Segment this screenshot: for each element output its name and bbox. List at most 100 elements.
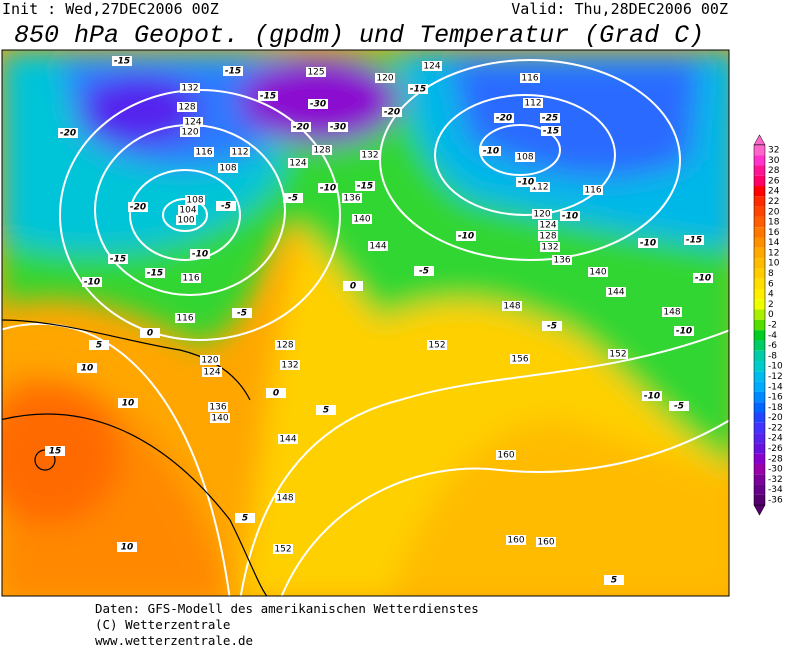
colorbar-swatch bbox=[754, 237, 765, 248]
geopotential-label: 120 bbox=[181, 128, 198, 138]
temperature-label: -10 bbox=[695, 274, 711, 284]
label-box bbox=[108, 254, 128, 264]
label-box bbox=[408, 84, 428, 94]
label-box bbox=[536, 537, 556, 547]
label-box bbox=[642, 391, 662, 401]
label-box bbox=[494, 113, 514, 123]
temperature-label: -10 bbox=[192, 250, 208, 260]
temperature-label: -30 bbox=[310, 100, 326, 110]
temperature-label: -10 bbox=[84, 278, 100, 288]
temperature-label: 10 bbox=[81, 364, 94, 374]
colorbar-frame bbox=[753, 144, 766, 506]
colorbar-tick-label: 28 bbox=[768, 166, 780, 176]
label-box bbox=[235, 513, 255, 523]
label-box bbox=[45, 446, 65, 456]
temperature-label: 0 bbox=[350, 282, 356, 292]
colorbar-tick-label: 10 bbox=[768, 259, 780, 269]
label-box bbox=[230, 147, 250, 157]
colorbar: 32302826242220181614121086420-2-4-6-8-10… bbox=[753, 134, 783, 516]
geopotential-label: 132 bbox=[181, 84, 198, 94]
geopotential-label: 136 bbox=[343, 194, 360, 204]
label-box bbox=[608, 349, 628, 359]
label-box bbox=[275, 493, 295, 503]
temperature-label: -10 bbox=[458, 232, 474, 242]
temperature-label: -10 bbox=[483, 147, 499, 157]
colorbar-swatch bbox=[754, 155, 765, 166]
label-box bbox=[77, 363, 97, 373]
label-box bbox=[530, 182, 550, 192]
label-box bbox=[342, 193, 362, 203]
temperature-label: 5 bbox=[323, 406, 329, 416]
label-box bbox=[223, 66, 243, 76]
geopotential-label: 128 bbox=[178, 103, 195, 113]
colorbar-swatch bbox=[754, 319, 765, 331]
geopotential-label: 124 bbox=[289, 159, 306, 169]
temperature-label: -10 bbox=[320, 184, 336, 194]
label-box bbox=[177, 102, 197, 112]
label-box bbox=[427, 340, 447, 350]
colorbar-swatch bbox=[754, 278, 765, 289]
colorbar-tick-label: 24 bbox=[768, 187, 780, 197]
footer-source: Daten: GFS-Modell des amerikanischen Wet… bbox=[95, 601, 479, 616]
geopotential-label: 152 bbox=[274, 545, 291, 555]
geopotential-label: 160 bbox=[537, 538, 554, 548]
geopotential-label: 132 bbox=[281, 361, 298, 371]
colorbar-arrow-bottom bbox=[753, 504, 766, 516]
temperature-label: 15 bbox=[49, 447, 62, 457]
temperature-label: -15 bbox=[260, 92, 276, 102]
label-box bbox=[456, 231, 476, 241]
colorbar-swatch bbox=[754, 330, 765, 341]
label-box bbox=[693, 273, 713, 283]
colorbar-tick-label: -8 bbox=[768, 351, 777, 361]
colorbar-tick-label: -34 bbox=[768, 485, 783, 495]
colorbar-swatch bbox=[754, 361, 765, 372]
colorbar-tick-label: 20 bbox=[768, 207, 780, 217]
label-box bbox=[218, 163, 238, 173]
label-box bbox=[532, 209, 552, 219]
label-box bbox=[343, 281, 363, 291]
label-box bbox=[684, 235, 704, 245]
colorbar-swatch bbox=[754, 474, 765, 485]
label-box bbox=[552, 255, 572, 265]
label-box bbox=[178, 205, 198, 215]
label-box bbox=[541, 126, 561, 136]
label-box bbox=[291, 122, 311, 132]
geopotential-label: 104 bbox=[179, 206, 196, 216]
label-box bbox=[306, 67, 326, 77]
colorbar-swatch bbox=[754, 412, 765, 423]
label-box bbox=[368, 241, 388, 251]
map-frame bbox=[1, 49, 730, 597]
geopotential-label: 132 bbox=[541, 243, 558, 253]
geopotential-label: 160 bbox=[497, 451, 514, 461]
colorbar-tick-label: 18 bbox=[768, 218, 780, 228]
colorbar-swatch bbox=[754, 381, 765, 392]
temperature-label: -5 bbox=[237, 309, 247, 319]
colorbar-tick-label: -10 bbox=[768, 362, 783, 372]
label-box bbox=[258, 91, 278, 101]
label-box bbox=[352, 214, 372, 224]
label-box bbox=[58, 128, 78, 138]
colorbar-swatch bbox=[754, 402, 765, 413]
geopotential-label: 124 bbox=[184, 118, 201, 128]
label-box bbox=[662, 307, 682, 317]
label-box bbox=[674, 326, 694, 336]
label-box bbox=[202, 367, 222, 377]
temperature-label: -15 bbox=[543, 127, 559, 137]
colorbar-swatch bbox=[754, 227, 765, 238]
geopotential-label: 120 bbox=[533, 210, 550, 220]
colorbar-arrow-top bbox=[753, 134, 766, 146]
temperature-label: -5 bbox=[674, 402, 684, 412]
label-box bbox=[112, 56, 132, 66]
label-box bbox=[560, 211, 580, 221]
geopotential-label: 140 bbox=[211, 414, 228, 424]
label-box bbox=[538, 220, 558, 230]
colorbar-tick-label: -22 bbox=[768, 423, 783, 433]
geopotential-label: 156 bbox=[511, 355, 528, 365]
temperature-label: -15 bbox=[225, 67, 241, 77]
label-box bbox=[180, 83, 200, 93]
label-box bbox=[275, 340, 295, 350]
label-box bbox=[542, 321, 562, 331]
label-box bbox=[118, 398, 138, 408]
temperature-label: 5 bbox=[242, 514, 248, 524]
